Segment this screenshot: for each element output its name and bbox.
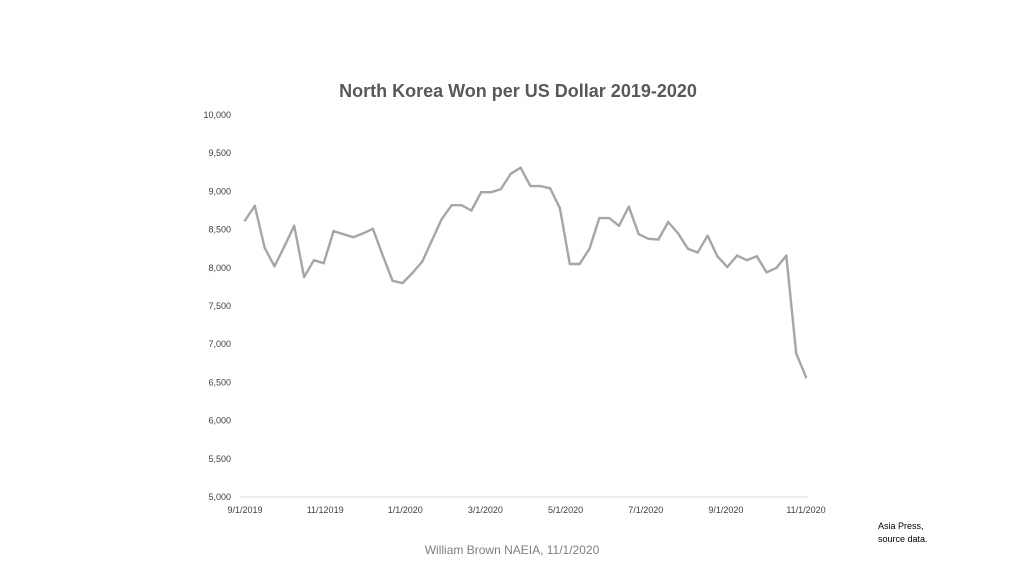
y-tick-label: 8,000: [208, 263, 231, 273]
data-point: [785, 254, 787, 256]
y-tick-label: 9,500: [208, 148, 231, 158]
data-point: [647, 238, 649, 240]
y-tick-label: 9,000: [208, 186, 231, 196]
data-point: [352, 236, 354, 238]
data-point: [805, 376, 807, 378]
data-point: [254, 205, 256, 207]
data-point: [441, 218, 443, 220]
y-tick-label: 8,500: [208, 225, 231, 235]
data-point: [480, 191, 482, 193]
data-point: [598, 217, 600, 219]
data-point: [283, 245, 285, 247]
data-point: [303, 276, 305, 278]
data-point: [736, 254, 738, 256]
data-point: [628, 205, 630, 207]
data-point: [401, 282, 403, 284]
data-point: [529, 185, 531, 187]
data-point: [460, 204, 462, 206]
source-note-line: Asia Press,: [878, 520, 928, 533]
x-tick-label: 9/1/2019: [227, 505, 262, 515]
data-point: [716, 255, 718, 257]
data-point: [637, 233, 639, 235]
data-point: [775, 267, 777, 269]
data-point: [490, 191, 492, 193]
data-point: [588, 248, 590, 250]
data-point: [746, 259, 748, 261]
data-point: [313, 259, 315, 261]
author-footer: William Brown NAEIA, 11/1/2020: [0, 543, 1024, 557]
data-point: [756, 255, 758, 257]
data-point: [323, 262, 325, 264]
data-point: [677, 232, 679, 234]
data-point: [765, 271, 767, 273]
data-point: [706, 235, 708, 237]
data-point: [667, 221, 669, 223]
x-axis-ticks: 9/1/2019 11/12019 1/1/2020 3/1/2020 5/1/2020…: [227, 505, 825, 515]
data-point: [559, 207, 561, 209]
x-tick-label: 5/1/2020: [548, 505, 583, 515]
y-tick-label: 6,000: [208, 416, 231, 426]
y-tick-label: 5,000: [208, 492, 231, 502]
x-tick-label: 9/1/2020: [708, 505, 743, 515]
data-point: [362, 232, 364, 234]
chart-title: North Korea Won per US Dollar 2019-2020: [339, 81, 697, 101]
data-point: [519, 167, 521, 169]
x-tick-label: 11/1/2020: [786, 505, 825, 515]
data-point: [608, 217, 610, 219]
data-point: [500, 188, 502, 190]
data-point: [657, 238, 659, 240]
data-point: [332, 230, 334, 232]
x-tick-label: 11/12019: [307, 505, 344, 515]
series-line: [245, 168, 806, 377]
data-point: [431, 239, 433, 241]
data-point: [470, 209, 472, 211]
data-point: [726, 266, 728, 268]
data-point: [450, 204, 452, 206]
data-point: [273, 265, 275, 267]
data-point: [510, 173, 512, 175]
data-point: [687, 248, 689, 250]
data-point: [244, 219, 246, 221]
data-point: [372, 228, 374, 230]
x-tick-label: 1/1/2020: [388, 505, 423, 515]
data-point: [263, 247, 265, 249]
data-point: [578, 263, 580, 265]
data-point: [382, 254, 384, 256]
y-tick-label: 7,500: [208, 301, 231, 311]
data-point: [618, 225, 620, 227]
y-tick-label: 5,500: [208, 454, 231, 464]
data-point: [697, 251, 699, 253]
y-tick-label: 6,500: [208, 377, 231, 387]
data-point: [342, 233, 344, 235]
x-tick-label: 3/1/2020: [468, 505, 503, 515]
x-tick-label: 7/1/2020: [628, 505, 663, 515]
data-point: [795, 352, 797, 354]
data-point: [549, 187, 551, 189]
data-points: [244, 167, 807, 379]
y-tick-label: 10,000: [203, 110, 231, 120]
data-point: [421, 260, 423, 262]
y-axis-ticks: 5,000 5,500 6,000 6,500 7,000 7,500 8,000 8,500…: [203, 110, 231, 502]
data-point: [411, 272, 413, 274]
data-point: [539, 185, 541, 187]
data-point: [391, 280, 393, 282]
data-point: [569, 263, 571, 265]
y-tick-label: 7,000: [208, 339, 231, 349]
data-point: [293, 225, 295, 227]
